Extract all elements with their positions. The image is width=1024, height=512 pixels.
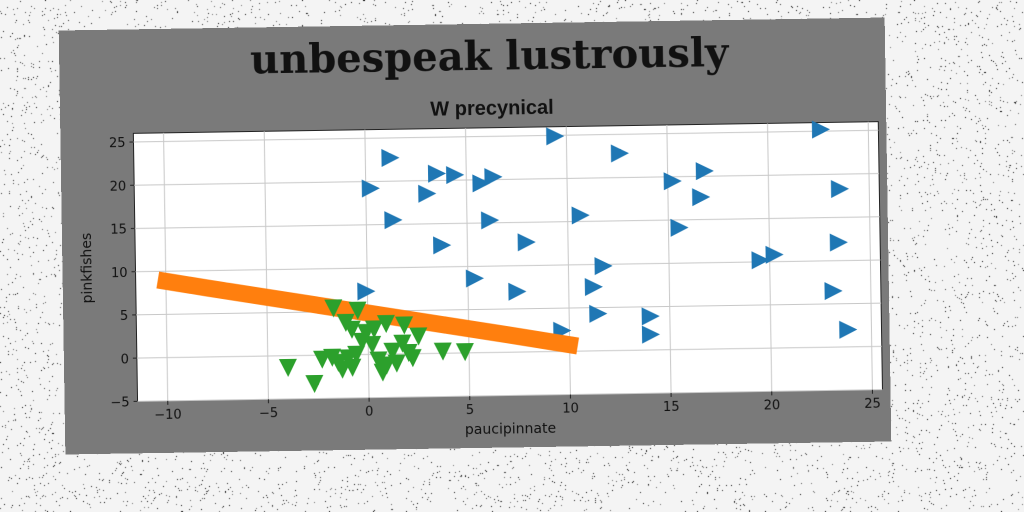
triangle-down-marker bbox=[383, 342, 402, 361]
x-tick-label: −10 bbox=[154, 408, 182, 423]
triangle-right-marker bbox=[584, 278, 603, 297]
series-2 bbox=[278, 299, 474, 393]
x-grid-line bbox=[263, 131, 269, 400]
triangle-down-marker bbox=[348, 301, 367, 320]
x-tick-label: 10 bbox=[562, 401, 579, 416]
y-tick-label: −5 bbox=[110, 395, 129, 410]
x-tick-label: 5 bbox=[466, 403, 475, 418]
triangle-right-marker bbox=[594, 257, 613, 276]
triangle-down-marker bbox=[342, 320, 361, 339]
triangle-right-marker bbox=[446, 166, 465, 185]
triangle-right-marker bbox=[811, 120, 830, 139]
y-tick-label: 20 bbox=[110, 179, 127, 194]
x-tick-label: 20 bbox=[764, 398, 781, 413]
data-series bbox=[156, 120, 858, 393]
triangle-right-marker bbox=[465, 269, 484, 288]
y-axis-label: pinkfishes bbox=[79, 233, 96, 304]
y-tick-label: 10 bbox=[111, 266, 128, 281]
x-tick-label: −5 bbox=[259, 406, 278, 421]
triangle-right-marker bbox=[824, 282, 843, 301]
triangle-right-marker bbox=[829, 233, 848, 252]
x-tick-label: 0 bbox=[365, 405, 374, 420]
triangle-down-marker bbox=[433, 342, 452, 361]
x-grid-line bbox=[867, 121, 873, 390]
triangle-down-marker bbox=[347, 345, 366, 364]
triangle-right-marker bbox=[361, 179, 380, 198]
triangle-right-marker bbox=[381, 148, 400, 167]
triangle-right-marker bbox=[517, 233, 536, 252]
triangle-right-marker bbox=[571, 206, 590, 225]
x-tick-label: 15 bbox=[663, 400, 680, 415]
triangle-down-marker bbox=[369, 351, 388, 370]
x-grid-line bbox=[163, 132, 169, 401]
x-grid-line bbox=[364, 129, 370, 398]
triangle-right-marker bbox=[418, 184, 437, 203]
triangle-down-marker bbox=[393, 334, 412, 353]
triangle-right-marker bbox=[751, 251, 770, 270]
triangle-down-marker bbox=[395, 316, 414, 335]
y-tick-label: 15 bbox=[110, 223, 127, 238]
triangle-right-marker bbox=[480, 211, 500, 230]
triangle-right-marker bbox=[670, 218, 689, 237]
triangle-right-marker bbox=[830, 179, 850, 198]
triangle-right-marker bbox=[589, 304, 608, 323]
triangle-right-marker bbox=[357, 282, 376, 301]
triangle-right-marker bbox=[508, 282, 527, 301]
triangle-right-marker bbox=[472, 174, 491, 193]
x-tick-label: 25 bbox=[864, 397, 881, 412]
triangle-down-marker bbox=[278, 358, 297, 377]
triangle-right-marker bbox=[765, 245, 784, 264]
y-grid-line bbox=[133, 129, 879, 143]
triangle-down-marker bbox=[387, 354, 406, 373]
y-tick-label: 0 bbox=[121, 352, 130, 367]
y-grid-line bbox=[137, 389, 883, 402]
triangle-right-marker bbox=[484, 168, 503, 187]
y-grid-line bbox=[136, 302, 882, 316]
chart-subtitle: W precynical bbox=[430, 97, 554, 121]
y-grid-line bbox=[134, 216, 880, 229]
triangle-right-marker bbox=[695, 162, 714, 181]
triangle-right-marker bbox=[641, 307, 660, 326]
triangle-right-marker bbox=[641, 325, 661, 344]
triangle-right-marker bbox=[427, 164, 447, 183]
triangle-right-marker bbox=[546, 127, 565, 146]
series-0 bbox=[357, 120, 858, 344]
triangle-down-marker bbox=[305, 374, 324, 393]
triangle-down-marker bbox=[376, 314, 395, 334]
x-grid-line bbox=[666, 124, 672, 393]
triangle-down-marker bbox=[403, 349, 422, 368]
triangle-down-marker bbox=[409, 327, 428, 346]
y-grid-line bbox=[136, 345, 882, 359]
x-axis-label: paucipinnate bbox=[465, 421, 556, 438]
triangle-down-marker bbox=[363, 335, 382, 355]
axis-ticks: −10 −5 0 5 10 15 20 25 −5 0 5 10 15 20 25 bbox=[109, 136, 881, 423]
chart-title: unbespeak lustrously bbox=[250, 29, 731, 84]
figure-panel: unbespeak lustrously W precynical −10 −5 0… bbox=[58, 17, 892, 455]
triangle-right-marker bbox=[384, 211, 403, 230]
triangle-down-marker bbox=[343, 358, 362, 377]
triangle-down-marker bbox=[455, 343, 474, 362]
triangle-right-marker bbox=[610, 144, 629, 163]
y-tick-label: 25 bbox=[109, 136, 126, 151]
y-tick-label: 5 bbox=[120, 309, 129, 324]
triangle-right-marker bbox=[839, 320, 858, 339]
y-grid-line bbox=[134, 173, 880, 186]
triangle-right-marker bbox=[663, 172, 682, 191]
triangle-down-marker bbox=[364, 320, 383, 339]
triangle-right-marker bbox=[692, 188, 711, 207]
scatter-chart: unbespeak lustrously W precynical −10 −5 0… bbox=[79, 29, 883, 438]
triangle-down-marker bbox=[324, 299, 343, 318]
triangle-right-marker bbox=[433, 236, 452, 255]
